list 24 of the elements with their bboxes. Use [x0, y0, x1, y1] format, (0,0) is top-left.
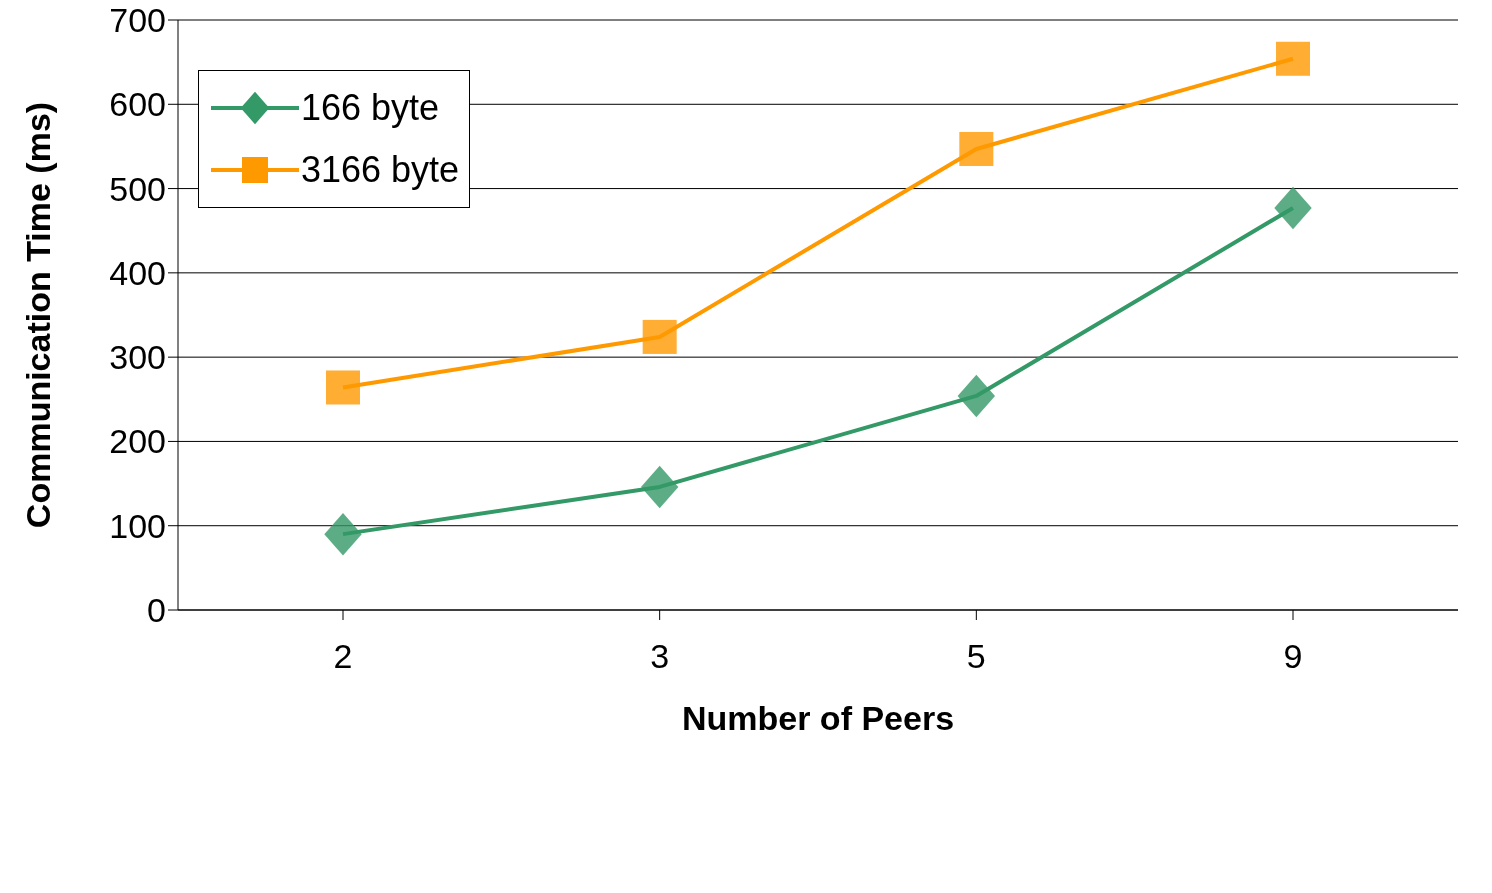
legend-label: 166 byte [301, 87, 440, 129]
point [324, 512, 362, 556]
x-tick-label: 5 [966, 637, 986, 676]
y-axis-title: Communication Time (ms) [19, 101, 58, 529]
y-tick-label: 400 [109, 253, 166, 292]
x-tick-label: 9 [1283, 637, 1303, 676]
point [1276, 41, 1310, 76]
y-tick-label: 100 [109, 506, 166, 545]
x-axis-title: Number of Peers [681, 699, 955, 737]
y-tick-label: 200 [109, 422, 166, 461]
x-tick-label: 2 [333, 637, 353, 676]
x-tick-label: 3 [650, 637, 670, 676]
point [326, 370, 360, 405]
y-tick-label: 500 [109, 169, 166, 208]
y-tick-label: 0 [147, 591, 166, 630]
point [957, 374, 996, 418]
y-tick-label: 300 [109, 338, 166, 377]
y-tick-label: 700 [109, 1, 166, 40]
point [642, 319, 677, 354]
legend-label: 3166 byte [301, 149, 460, 191]
point [959, 131, 994, 166]
point [640, 465, 679, 509]
point [1274, 186, 1312, 230]
y-tick-label: 600 [109, 85, 166, 124]
